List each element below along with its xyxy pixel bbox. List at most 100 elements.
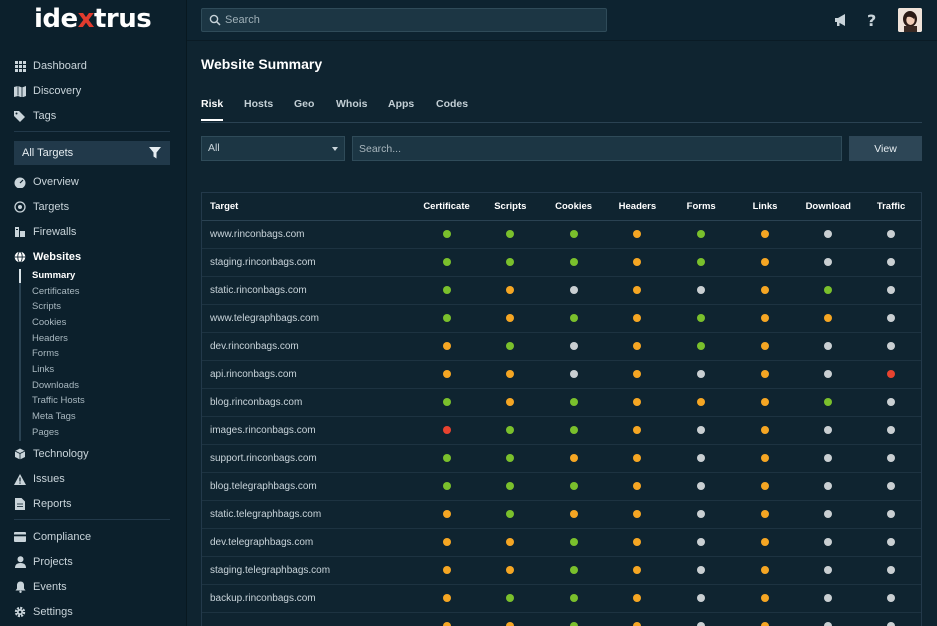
nav-compliance[interactable]: Compliance xyxy=(14,528,91,546)
status-dot-orange[interactable] xyxy=(569,510,578,519)
status-dot-green[interactable] xyxy=(569,314,578,323)
column-header-target[interactable]: Target xyxy=(202,193,413,221)
status-dot-gray[interactable] xyxy=(887,258,896,267)
status-dot-gray[interactable] xyxy=(824,454,833,463)
table-row[interactable]: staging.rinconbags.com xyxy=(202,248,921,277)
status-dot-gray[interactable] xyxy=(824,230,833,239)
megaphone-icon[interactable] xyxy=(832,11,850,29)
nav-reports[interactable]: Reports xyxy=(14,495,72,513)
target-cell[interactable]: staging.telegraphbags.com xyxy=(202,556,413,585)
status-dot-orange[interactable] xyxy=(633,398,642,407)
status-dot-orange[interactable] xyxy=(760,622,769,626)
subnav-links[interactable]: Links xyxy=(32,364,55,375)
status-dot-green[interactable] xyxy=(442,398,451,407)
nav-targets[interactable]: Targets xyxy=(14,198,69,216)
column-header-certificate[interactable]: Certificate xyxy=(412,193,481,221)
status-dot-green[interactable] xyxy=(824,398,833,407)
status-dot-orange[interactable] xyxy=(633,566,642,575)
nav-firewalls[interactable]: Firewalls xyxy=(14,223,76,241)
status-dot-gray[interactable] xyxy=(824,342,833,351)
tab-whois[interactable]: Whois xyxy=(336,98,368,110)
table-search-input[interactable] xyxy=(353,137,841,160)
status-dot-gray[interactable] xyxy=(887,566,896,575)
status-dot-gray[interactable] xyxy=(887,510,896,519)
status-dot-orange[interactable] xyxy=(442,594,451,603)
status-dot-orange[interactable] xyxy=(760,314,769,323)
status-dot-green[interactable] xyxy=(506,342,515,351)
target-cell[interactable]: www.rinconbags.com xyxy=(202,220,413,249)
table-row[interactable]: www.telegraphbags.com xyxy=(202,304,921,333)
table-row[interactable]: dev.rinconbags.com xyxy=(202,332,921,361)
nav-issues[interactable]: Issues xyxy=(14,470,65,488)
status-dot-gray[interactable] xyxy=(824,426,833,435)
column-header-headers[interactable]: Headers xyxy=(607,193,668,221)
subnav-summary[interactable]: Summary xyxy=(32,270,76,281)
tab-hosts[interactable]: Hosts xyxy=(244,98,274,110)
status-dot-orange[interactable] xyxy=(633,258,642,267)
status-dot-green[interactable] xyxy=(569,230,578,239)
status-dot-gray[interactable] xyxy=(697,286,706,295)
status-dot-gray[interactable] xyxy=(887,398,896,407)
status-dot-orange[interactable] xyxy=(569,454,578,463)
status-dot-orange[interactable] xyxy=(760,258,769,267)
status-dot-orange[interactable] xyxy=(633,342,642,351)
target-cell[interactable]: blog.telegraphbags.com xyxy=(202,472,413,501)
status-dot-orange[interactable] xyxy=(442,622,451,626)
target-cell[interactable]: www.telegraphbags.com xyxy=(202,304,413,333)
table-row[interactable]: blog.telegraphbags.com xyxy=(202,472,921,501)
target-cell[interactable]: dev.telegraphbags.com xyxy=(202,528,413,557)
status-dot-gray[interactable] xyxy=(887,286,896,295)
nav-technology[interactable]: Technology xyxy=(14,445,89,463)
status-dot-gray[interactable] xyxy=(824,258,833,267)
status-dot-gray[interactable] xyxy=(824,482,833,491)
status-dot-gray[interactable] xyxy=(887,342,896,351)
status-dot-green[interactable] xyxy=(442,314,451,323)
tab-geo[interactable]: Geo xyxy=(294,98,315,110)
status-dot-green[interactable] xyxy=(569,398,578,407)
status-dot-gray[interactable] xyxy=(697,510,706,519)
status-dot-green[interactable] xyxy=(506,454,515,463)
status-dot-gray[interactable] xyxy=(887,622,896,626)
status-dot-orange[interactable] xyxy=(633,314,642,323)
status-dot-green[interactable] xyxy=(697,230,706,239)
status-dot-green[interactable] xyxy=(506,482,515,491)
status-dot-orange[interactable] xyxy=(442,510,451,519)
status-dot-gray[interactable] xyxy=(697,370,706,379)
status-dot-gray[interactable] xyxy=(887,594,896,603)
status-dot-orange[interactable] xyxy=(633,426,642,435)
status-dot-gray[interactable] xyxy=(569,286,578,295)
status-dot-gray[interactable] xyxy=(697,538,706,547)
status-dot-orange[interactable] xyxy=(633,594,642,603)
status-dot-gray[interactable] xyxy=(824,510,833,519)
status-dot-red[interactable] xyxy=(887,370,896,379)
table-row[interactable]: www.rinconbags.com xyxy=(202,220,921,249)
target-cell[interactable]: api.rinconbags.com xyxy=(202,360,413,389)
status-dot-orange[interactable] xyxy=(633,510,642,519)
status-dot-orange[interactable] xyxy=(697,398,706,407)
subnav-cookies[interactable]: Cookies xyxy=(32,317,67,328)
status-dot-orange[interactable] xyxy=(442,370,451,379)
nav-overview[interactable]: Overview xyxy=(14,173,79,191)
status-dot-gray[interactable] xyxy=(824,566,833,575)
status-dot-green[interactable] xyxy=(442,454,451,463)
status-dot-green[interactable] xyxy=(506,510,515,519)
status-dot-gray[interactable] xyxy=(887,454,896,463)
column-header-forms[interactable]: Forms xyxy=(667,193,735,221)
column-header-scripts[interactable]: Scripts xyxy=(480,193,541,221)
status-dot-gray[interactable] xyxy=(824,370,833,379)
target-cell[interactable] xyxy=(202,612,413,626)
status-dot-green[interactable] xyxy=(569,258,578,267)
tab-apps[interactable]: Apps xyxy=(388,98,415,110)
target-cell[interactable]: images.rinconbags.com xyxy=(202,416,413,445)
global-search[interactable] xyxy=(201,8,607,32)
status-dot-green[interactable] xyxy=(569,622,578,626)
status-dot-gray[interactable] xyxy=(824,538,833,547)
status-dot-green[interactable] xyxy=(697,314,706,323)
column-header-traffic[interactable]: Traffic xyxy=(861,193,921,221)
status-dot-gray[interactable] xyxy=(824,594,833,603)
target-cell[interactable]: blog.rinconbags.com xyxy=(202,388,413,417)
nav-projects[interactable]: Projects xyxy=(14,553,73,571)
status-dot-green[interactable] xyxy=(697,342,706,351)
target-select[interactable]: All Targets xyxy=(14,141,170,165)
status-dot-orange[interactable] xyxy=(506,286,515,295)
